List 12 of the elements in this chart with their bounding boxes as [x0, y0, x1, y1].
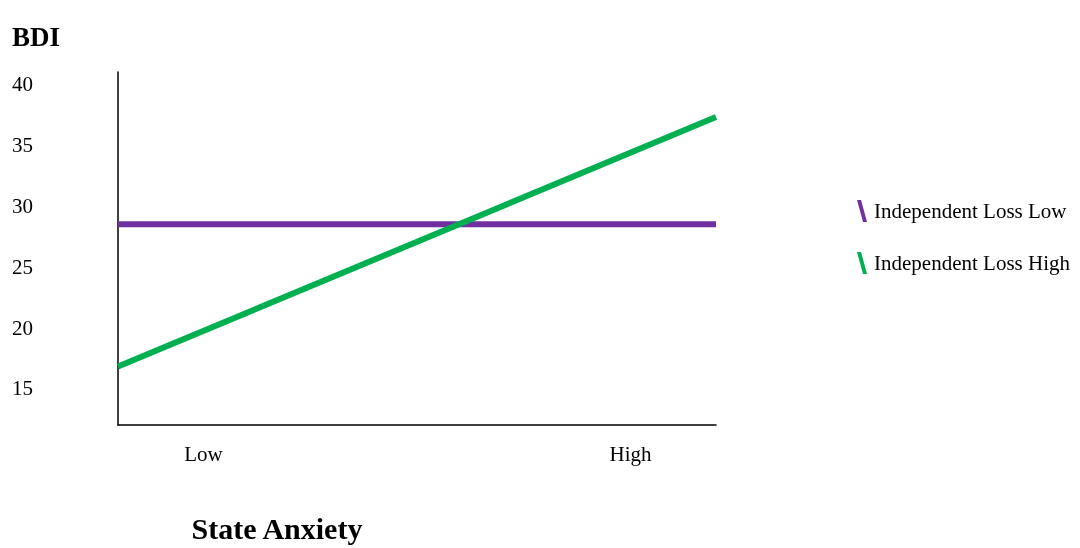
y-tick-label: 20 — [12, 315, 33, 340]
legend-label: Independent Loss Low — [874, 199, 1068, 223]
legend-label: Independent Loss High — [874, 251, 1071, 275]
y-tick-label: 15 — [12, 376, 33, 401]
y-tick-label: 35 — [12, 133, 33, 158]
y-tick-label: 40 — [12, 72, 33, 97]
x-axis-title: State Anxiety — [191, 511, 363, 545]
y-tick-label: 30 — [12, 193, 33, 218]
y-tick-label: 25 — [12, 254, 33, 279]
x-tick-label: High — [609, 441, 653, 466]
y-axis-title: BDI — [12, 21, 61, 52]
x-tick-label: Low — [184, 441, 224, 466]
